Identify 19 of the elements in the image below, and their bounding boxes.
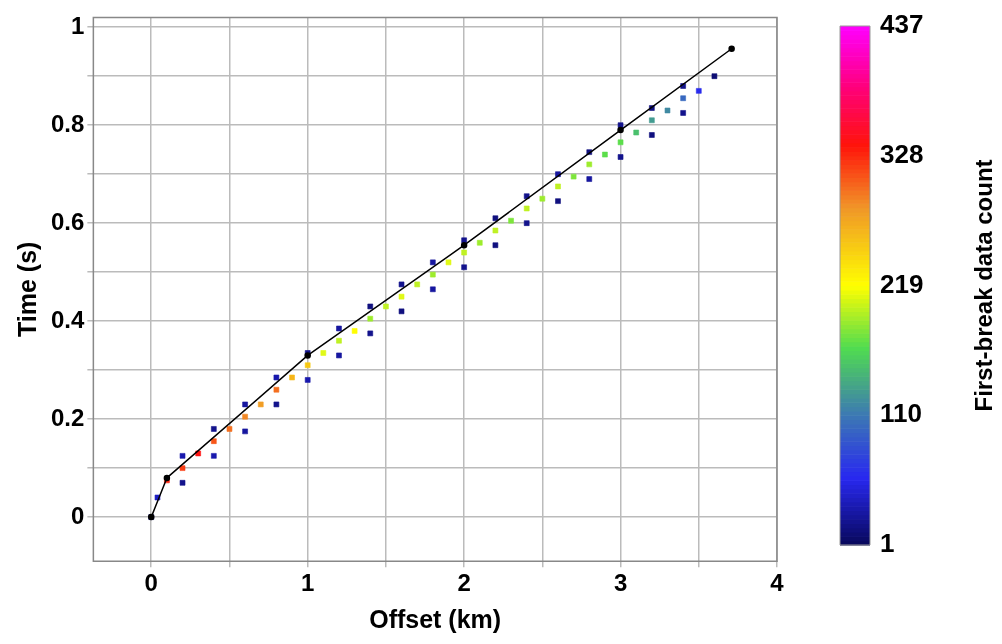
color-bar-label: 437	[880, 9, 924, 40]
y-tick-label: 0.6	[50, 207, 85, 235]
x-tick-label: 1	[301, 569, 315, 597]
y-tick-label: 1	[71, 11, 85, 39]
x-tick-label: 4	[770, 569, 785, 597]
y-tick-label: 0.8	[50, 109, 85, 137]
color-bar-label: 1	[880, 528, 895, 559]
x-tick-label: 0	[144, 569, 158, 597]
color-bar-title: First-break data count	[969, 159, 997, 412]
y-tick-label: 0.2	[50, 403, 85, 431]
x-tick-label: 2	[457, 569, 471, 597]
y-tick-label: 0.4	[50, 305, 85, 333]
y-tick-label: 0	[71, 501, 85, 529]
color-bar-label: 328	[880, 138, 924, 169]
color-bar-label: 110	[880, 398, 922, 429]
x-tick-label: 3	[613, 569, 628, 597]
x-axis-title: Offset (km)	[369, 604, 502, 633]
y-axis-title: Time (s)	[12, 241, 41, 337]
color-bar-label: 219	[880, 268, 924, 299]
